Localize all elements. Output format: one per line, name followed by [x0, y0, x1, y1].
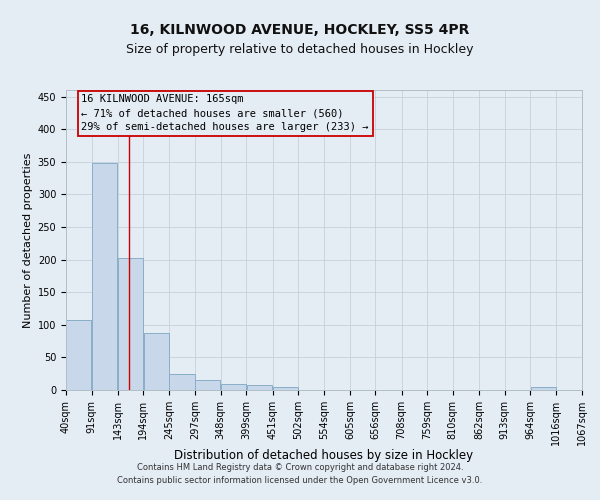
Bar	[169, 374, 195, 390]
Text: Contains HM Land Registry data © Crown copyright and database right 2024.
Contai: Contains HM Land Registry data © Crown c…	[118, 464, 482, 485]
X-axis label: Distribution of detached houses by size in Hockley: Distribution of detached houses by size …	[175, 450, 473, 462]
Bar	[92, 163, 118, 390]
Bar	[221, 384, 246, 390]
Bar	[118, 258, 143, 390]
Bar	[196, 380, 220, 390]
Text: 16 KILNWOOD AVENUE: 165sqm
← 71% of detached houses are smaller (560)
29% of sem: 16 KILNWOOD AVENUE: 165sqm ← 71% of deta…	[82, 94, 369, 132]
Bar	[66, 320, 91, 390]
Bar	[273, 386, 298, 390]
Bar	[143, 332, 169, 390]
Text: Size of property relative to detached houses in Hockley: Size of property relative to detached ho…	[126, 42, 474, 56]
Y-axis label: Number of detached properties: Number of detached properties	[23, 152, 34, 328]
Bar	[530, 388, 556, 390]
Text: 16, KILNWOOD AVENUE, HOCKLEY, SS5 4PR: 16, KILNWOOD AVENUE, HOCKLEY, SS5 4PR	[130, 22, 470, 36]
Bar	[247, 386, 272, 390]
